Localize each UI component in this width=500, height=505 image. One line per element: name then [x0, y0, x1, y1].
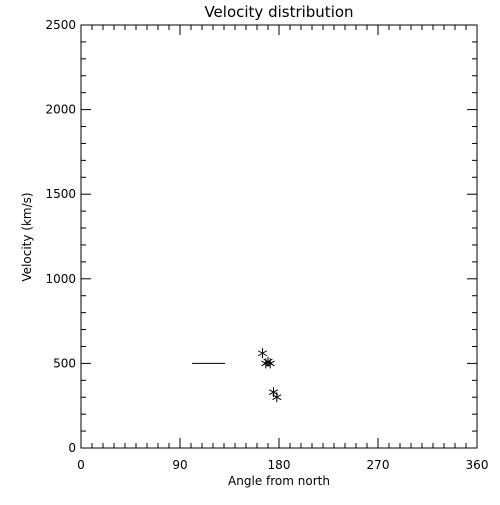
chart-title: Velocity distribution	[204, 3, 353, 21]
x-tick-label: 270	[367, 458, 390, 472]
x-axis-label: Angle from north	[228, 474, 330, 488]
y-tick-label: 2000	[45, 103, 76, 117]
data-point	[272, 392, 282, 403]
y-tick-label: 2500	[45, 18, 76, 32]
x-tick-label: 180	[268, 458, 291, 472]
data-point	[257, 348, 268, 359]
data-point	[265, 358, 275, 369]
y-tick-label: 1000	[45, 272, 76, 286]
x-axis: 0 90 180 270 360	[77, 25, 488, 472]
plot-frame	[80, 24, 478, 449]
x-tick-label: 0	[77, 458, 85, 472]
y-tick-label: 500	[53, 356, 76, 370]
data-point-stroke	[257, 350, 268, 357]
data-point-stroke	[272, 394, 282, 401]
x-tick-label: 90	[172, 458, 187, 472]
data-layer	[192, 348, 282, 403]
data-point-stroke	[265, 360, 275, 367]
y-tick-label: 0	[68, 441, 76, 455]
x-tick-label: 360	[466, 458, 489, 472]
y-axis-label: Velocity (km/s)	[20, 192, 34, 281]
y-tick-label: 1500	[45, 187, 76, 201]
y-axis: 0 500 1000 1500 2000 2500	[45, 18, 477, 455]
